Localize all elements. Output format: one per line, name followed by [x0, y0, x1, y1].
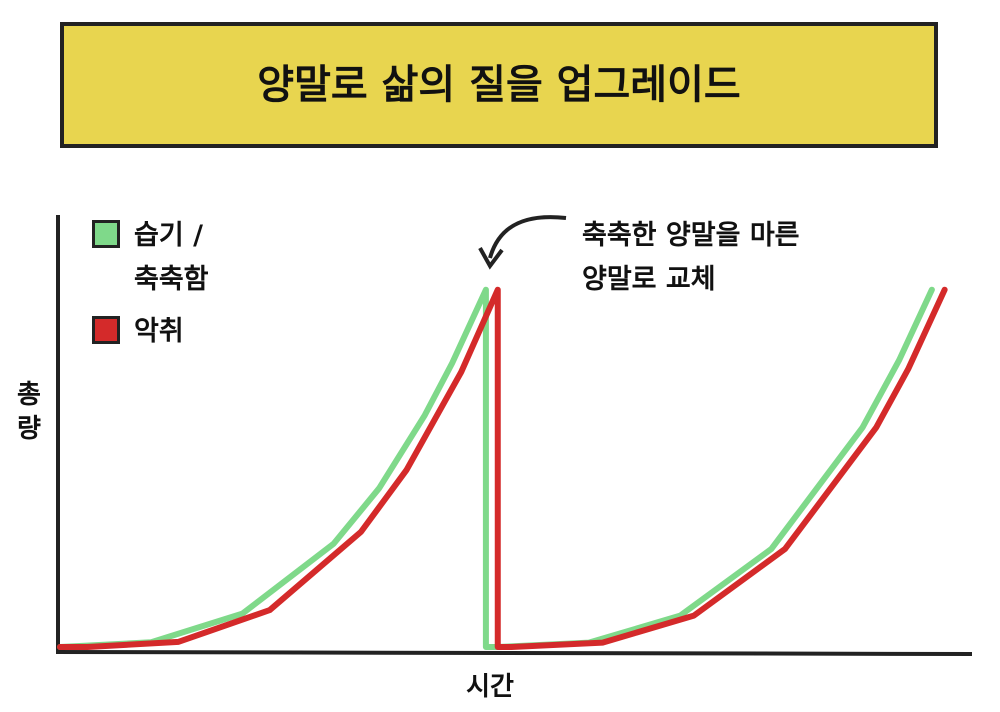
legend-label: 습기 / 축축함	[134, 220, 209, 295]
title-box	[60, 22, 938, 148]
series-line	[57, 286, 948, 650]
arrow-head	[478, 247, 504, 270]
annotation: 축축한 양말을 마른 양말로 교체	[582, 220, 800, 295]
y-axis-label: 총량	[17, 380, 41, 444]
x-axis	[55, 650, 973, 656]
arrow	[488, 215, 567, 259]
chart-title: 양말로 삶의 질을 업그레이드	[257, 62, 741, 108]
series-line	[57, 286, 935, 650]
legend-swatch	[92, 316, 120, 344]
x-axis-label: 시간	[466, 672, 514, 702]
legend-swatch	[92, 220, 120, 248]
legend-label: 악취	[134, 316, 184, 347]
